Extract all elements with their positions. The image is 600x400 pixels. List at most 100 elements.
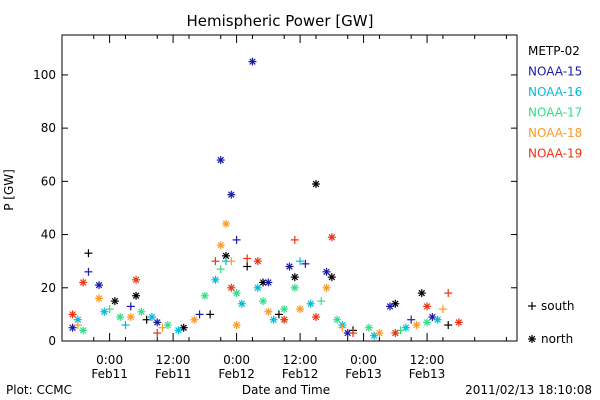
data-point	[68, 310, 77, 319]
data-point	[274, 310, 283, 319]
data-point	[147, 313, 156, 322]
data-point	[296, 305, 305, 314]
data-point	[253, 257, 262, 266]
y-axis: 0 20 40 60 80 100	[33, 68, 517, 348]
x-tick-time: 0:00	[223, 353, 250, 367]
data-point	[243, 254, 252, 263]
x-tick-time: 0:00	[96, 353, 123, 367]
x-tick-date: Feb12	[218, 367, 255, 381]
data-point	[211, 257, 220, 266]
data-point	[105, 305, 114, 314]
data-point	[391, 329, 400, 338]
data-point	[216, 156, 225, 165]
data-point	[285, 262, 294, 271]
data-point	[126, 313, 135, 322]
data-point	[95, 281, 104, 290]
data-point	[364, 323, 373, 332]
data-point	[158, 323, 167, 332]
marker-legend-symbol	[528, 335, 536, 343]
data-point	[311, 180, 320, 189]
x-tick-date: Feb11	[91, 367, 128, 381]
data-point	[174, 326, 183, 335]
legend: METP-02 NOAA-15 NOAA-16 NOAA-17 NOAA-18 NOAA-…	[528, 44, 582, 161]
x-axis: 0:00Feb1112:00Feb110:00Feb1212:00Feb120:…	[91, 35, 507, 381]
x-tick-date: Feb11	[155, 367, 192, 381]
data-point	[232, 289, 241, 298]
data-point	[259, 297, 268, 306]
data-point	[423, 302, 432, 311]
y-tick-label: 80	[41, 121, 56, 135]
data-point	[153, 318, 162, 327]
data-point	[216, 265, 225, 274]
data-point	[243, 262, 252, 271]
data-point	[322, 283, 331, 292]
data-point	[280, 305, 289, 314]
x-tick-time: 0:00	[350, 353, 377, 367]
data-point	[84, 249, 93, 258]
data-point	[317, 297, 326, 306]
data-point	[253, 283, 262, 292]
x-tick-date: Feb13	[345, 367, 382, 381]
data-point	[79, 326, 88, 335]
data-point	[132, 291, 141, 300]
data-point	[311, 313, 320, 322]
data-point	[407, 315, 416, 324]
data-point	[126, 302, 135, 311]
data-point	[306, 299, 315, 308]
data-point	[412, 321, 421, 330]
data-point	[100, 307, 109, 316]
marker-legend: south north	[528, 299, 575, 346]
data-point	[290, 283, 299, 292]
x-tick-time: 12:00	[283, 353, 318, 367]
data-point	[280, 315, 289, 324]
data-point	[95, 294, 104, 303]
data-point	[200, 291, 209, 300]
data-point	[163, 321, 172, 330]
data-point	[79, 278, 88, 287]
data-point	[348, 329, 357, 338]
data-point	[211, 275, 220, 284]
data-point	[454, 318, 463, 327]
marker-legend-label: north	[541, 332, 573, 346]
data-point	[73, 321, 82, 330]
data-point	[327, 273, 336, 282]
data-point	[401, 323, 410, 332]
data-point	[438, 305, 447, 314]
data-point	[232, 235, 241, 244]
data-point	[322, 267, 331, 276]
plot-frame	[61, 34, 518, 342]
data-point	[444, 289, 453, 298]
data-point	[227, 190, 236, 199]
data-point	[195, 310, 204, 319]
data-point	[121, 321, 130, 330]
data-point	[338, 323, 347, 332]
x-tick-date: Feb12	[282, 367, 319, 381]
legend-entry: NOAA-15	[528, 65, 582, 79]
data-point	[222, 219, 231, 228]
data-point	[216, 241, 225, 250]
marker-legend-symbol	[528, 302, 536, 310]
data-point	[327, 233, 336, 242]
legend-entry: NOAA-19	[528, 147, 582, 161]
plot-credit: Plot: CCMC	[6, 383, 72, 397]
data-point	[190, 315, 199, 324]
data-point	[137, 307, 146, 316]
y-tick-label: 40	[41, 228, 56, 242]
x-tick-time: 12:00	[156, 353, 191, 367]
data-point	[375, 329, 384, 338]
data-point	[423, 318, 432, 327]
data-point	[264, 278, 273, 287]
data-points	[68, 57, 463, 340]
data-point	[444, 321, 453, 330]
data-point	[428, 313, 437, 322]
y-axis-label: P [GW]	[2, 169, 16, 211]
data-point	[206, 310, 215, 319]
legend-entry: NOAA-16	[528, 85, 582, 99]
data-point	[386, 302, 395, 311]
data-point	[68, 323, 77, 332]
plot-timestamp: 2011/02/13 18:10:08	[465, 383, 592, 397]
data-point	[222, 251, 231, 260]
data-point	[84, 267, 93, 276]
x-axis-label: Date and Time	[242, 383, 330, 397]
